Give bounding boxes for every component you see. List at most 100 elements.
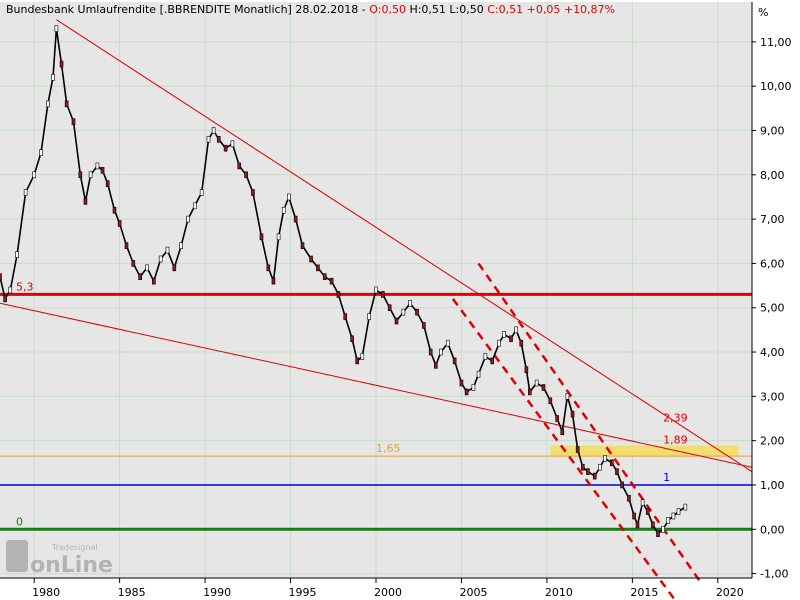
series-point (64, 100, 69, 108)
y-tick-label: 10,00 (760, 80, 792, 93)
series-point (603, 455, 607, 462)
series-point (671, 512, 676, 520)
tradesignal-logo: onLine Tradesignal (6, 540, 113, 578)
series-point (343, 313, 348, 320)
series-point (309, 255, 313, 263)
series-point (230, 140, 235, 148)
series-point (360, 353, 365, 360)
series-point (592, 472, 597, 480)
x-tick-label: 1995 (289, 586, 317, 599)
level-label: 5,3 (16, 280, 34, 293)
level-label: 1,65 (376, 442, 401, 455)
series-point (374, 286, 378, 294)
series-point (651, 521, 655, 529)
series-point (541, 384, 546, 391)
point-label: 1,89 (663, 434, 688, 447)
series-point (490, 357, 495, 365)
y-tick-label: 3,00 (760, 390, 785, 403)
y-tick-label: 0,00 (760, 523, 785, 536)
series-point (534, 379, 539, 387)
series-point (459, 379, 464, 387)
watermark-brand: onLine (30, 553, 113, 578)
series-point (645, 508, 650, 515)
series-point (223, 144, 228, 152)
series-point (322, 273, 327, 281)
series-point (598, 463, 602, 471)
series-point (381, 291, 385, 298)
series-point (152, 277, 156, 285)
series-point (627, 494, 631, 502)
series-point (683, 503, 688, 511)
series-point (519, 339, 524, 347)
series-point (8, 286, 13, 294)
y-tick-label: 2,00 (760, 435, 785, 448)
series-point (656, 530, 660, 537)
series-point (32, 171, 36, 179)
y-tick-label: 9,00 (760, 124, 785, 137)
series-point (464, 388, 469, 396)
series-point (59, 60, 64, 68)
series-point (39, 149, 43, 156)
trendline (0, 302, 753, 468)
series-point (138, 273, 142, 281)
y-tick-label: 5,00 (760, 302, 785, 315)
series-point (640, 499, 645, 506)
y-axis-unit: % (758, 6, 768, 19)
series-point (560, 428, 565, 436)
series-point (251, 189, 255, 196)
series-point (570, 410, 575, 418)
series-point (51, 74, 55, 81)
series-point (509, 335, 513, 343)
series-point (434, 362, 438, 369)
series-point (88, 171, 93, 179)
horizontal-levels (0, 292, 752, 531)
series-point (158, 255, 163, 263)
series-point (329, 277, 334, 285)
header-close: C:0,51 (487, 3, 523, 16)
x-tick-label: 2000 (374, 586, 402, 599)
series-point (439, 348, 443, 356)
x-axis: 1980 1985 1990 1995 2000 2005 2010 2015 2020 (0, 577, 752, 599)
y-tick-label: 1,00 (760, 479, 785, 492)
series-point (471, 384, 476, 391)
series-point (3, 295, 7, 303)
series-point (483, 353, 488, 360)
y-tick-label: 4,00 (760, 346, 785, 359)
series-point (71, 118, 76, 125)
series-point (528, 388, 532, 396)
series-point (422, 322, 426, 329)
header-open: O:0,50 (369, 3, 406, 16)
series-point (548, 397, 553, 405)
series-point (281, 206, 286, 214)
series-point (78, 171, 83, 179)
series-point (216, 136, 221, 143)
series-point (46, 100, 50, 108)
series-point (676, 508, 681, 515)
header-instrument: Bundesbank Umlaufrendite [.BBRENDITE Mon… (6, 3, 358, 16)
trend-channel-dashed (451, 298, 677, 600)
series-point (206, 136, 211, 143)
series-point (124, 242, 129, 249)
series-point (83, 198, 88, 205)
point-label: 2,39 (663, 411, 688, 424)
series-point (610, 459, 614, 467)
series-point (211, 127, 216, 134)
support-zone (550, 445, 739, 457)
series-point (452, 357, 457, 365)
series-point (615, 468, 619, 475)
series-point (387, 304, 392, 312)
y-tick-label: 6,00 (760, 257, 785, 270)
x-tick-label: 2020 (716, 586, 744, 599)
series-point (565, 393, 570, 400)
y-tick-label: 8,00 (760, 169, 785, 182)
y-tick-label: 7,00 (760, 213, 785, 226)
series-point (95, 162, 100, 170)
series-point (100, 167, 105, 174)
series-point (401, 308, 406, 316)
series-point (580, 463, 585, 471)
series-point (502, 331, 506, 338)
x-tick-label: 2005 (459, 586, 487, 599)
x-tick-label: 1985 (118, 586, 146, 599)
series-point (266, 264, 271, 272)
